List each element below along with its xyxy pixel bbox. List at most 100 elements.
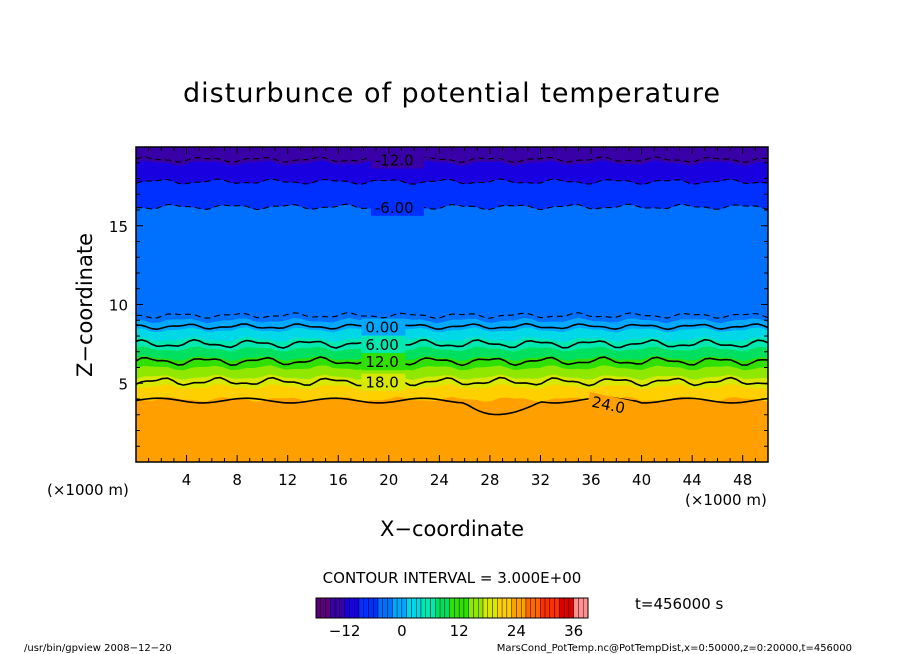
colorbar-cell	[344, 597, 350, 619]
x-tick-label: 4	[182, 471, 192, 489]
colorbar-cell	[573, 597, 579, 619]
colorbar-cell	[511, 597, 517, 619]
colorbar-cell	[439, 597, 446, 619]
contour-line-7	[136, 376, 768, 387]
contour-line-1	[136, 178, 768, 186]
colorbar-cell	[425, 597, 431, 619]
y-tick-label: 10	[109, 297, 128, 315]
x-tick-label: 16	[329, 471, 348, 489]
colorbar-cell	[392, 597, 398, 619]
x-axis-label: X−coordinate	[380, 517, 524, 541]
chart-title: disturbunce of potential temperature	[183, 78, 721, 109]
colorbar-cell	[353, 597, 360, 619]
contour-line-6	[136, 356, 768, 367]
colorbar-cell	[373, 597, 379, 619]
colorbar-cell	[382, 597, 388, 619]
contour-label-bg-8	[586, 392, 634, 418]
contour-label-7: 18.0	[365, 374, 398, 392]
colorbar-cell	[468, 597, 474, 619]
colorbar-cell	[458, 597, 465, 619]
contour-label-bg-4	[361, 318, 406, 336]
colorbar-cell	[530, 597, 536, 619]
colorbar-cell	[454, 597, 460, 619]
colorbar	[315, 597, 589, 619]
contour-line-8	[136, 395, 768, 416]
x-tick-label: 44	[683, 471, 702, 489]
contour-line-3	[136, 312, 768, 319]
colorbar-cell	[444, 597, 450, 619]
colorbar-cell	[520, 597, 527, 619]
contour-label-4: 0.00	[365, 319, 398, 337]
contour-label-bg-0	[370, 151, 424, 169]
contour-line-2	[136, 203, 768, 211]
colorbar-cell	[315, 597, 321, 619]
colorbar-cell	[554, 597, 560, 619]
colorbar-cell	[339, 597, 345, 619]
colorbar-cell	[416, 597, 422, 619]
contour-line-0	[136, 156, 768, 163]
colorbar-tick-label: −12	[329, 622, 361, 640]
colorbar-cell	[387, 597, 393, 619]
x-unit-label-right: (×1000 m)	[685, 491, 767, 509]
colorbar-cell	[583, 597, 589, 619]
contour-label-0: -12.0	[375, 152, 414, 170]
colorbar-cell	[406, 597, 412, 619]
colorbar-cell	[578, 597, 584, 619]
colorbar-cell	[482, 597, 488, 619]
time-text: t=456000 s	[635, 595, 723, 613]
x-tick-label: 48	[733, 471, 752, 489]
x-tick-label: 24	[430, 471, 449, 489]
contour-label-bg-5	[361, 335, 406, 353]
contour-label-bg-6	[361, 353, 406, 371]
colorbar-cell	[349, 597, 355, 619]
colorbar-cell	[549, 597, 555, 619]
colorbar-cell	[330, 597, 336, 619]
colorbar-cell	[396, 597, 403, 619]
x-tick-label: 32	[531, 471, 550, 489]
colorbar-cell	[506, 597, 512, 619]
colorbar-cell	[487, 597, 493, 619]
contour-line-5	[136, 338, 768, 349]
x-tick-label: 8	[232, 471, 242, 489]
y-tick-label: 5	[118, 375, 128, 393]
colorbar-cell	[473, 597, 479, 619]
x-tick-label: 36	[581, 471, 600, 489]
colorbar-cell	[501, 597, 508, 619]
x-tick-label: 12	[278, 471, 297, 489]
contour-lines	[136, 156, 768, 416]
footer-right: MarsCond_PotTemp.nc@PotTempDist,x=0:5000…	[497, 643, 852, 654]
colorbar-cell	[568, 597, 574, 619]
colorbar-cell	[516, 597, 522, 619]
colorbar-cell	[358, 597, 364, 619]
colorbar-cell	[334, 597, 341, 619]
x-tick-label: 20	[379, 471, 398, 489]
colorbar-cell	[525, 597, 531, 619]
colorbar-cell	[411, 597, 417, 619]
colorbar-cell	[492, 597, 498, 619]
colorbar-cell	[535, 597, 541, 619]
contour-label-bg-7	[361, 373, 406, 391]
y-axis-label: Z−coordinate	[73, 233, 97, 377]
x-unit-label-left: (×1000 m)	[47, 481, 129, 499]
value-band-10	[136, 203, 768, 292]
colorbar-cell	[320, 597, 326, 619]
colorbar-cell	[563, 597, 570, 619]
y-axis: 5 10 15	[109, 146, 768, 463]
x-tick-label: 40	[632, 471, 651, 489]
colorbar-cell	[544, 597, 551, 619]
colorbar-frame	[315, 597, 589, 619]
colorbar-cell	[435, 597, 441, 619]
plot-area	[136, 147, 768, 462]
colorbar-cell	[368, 597, 374, 619]
x-tick-label: 28	[480, 471, 499, 489]
value-band-9	[136, 285, 768, 324]
colorbar-cell	[449, 597, 455, 619]
colorbar-cell	[463, 597, 469, 619]
colorbar-cell	[401, 597, 407, 619]
contour-label-bg-2	[370, 198, 424, 216]
colorbar-tick-label: 36	[564, 622, 583, 640]
contour-interval-text: CONTOUR INTERVAL = 3.000E+00	[323, 569, 582, 587]
colorbar-cell	[559, 597, 565, 619]
contour-label-5: 6.00	[365, 336, 398, 354]
y-tick-label: 15	[109, 218, 128, 236]
